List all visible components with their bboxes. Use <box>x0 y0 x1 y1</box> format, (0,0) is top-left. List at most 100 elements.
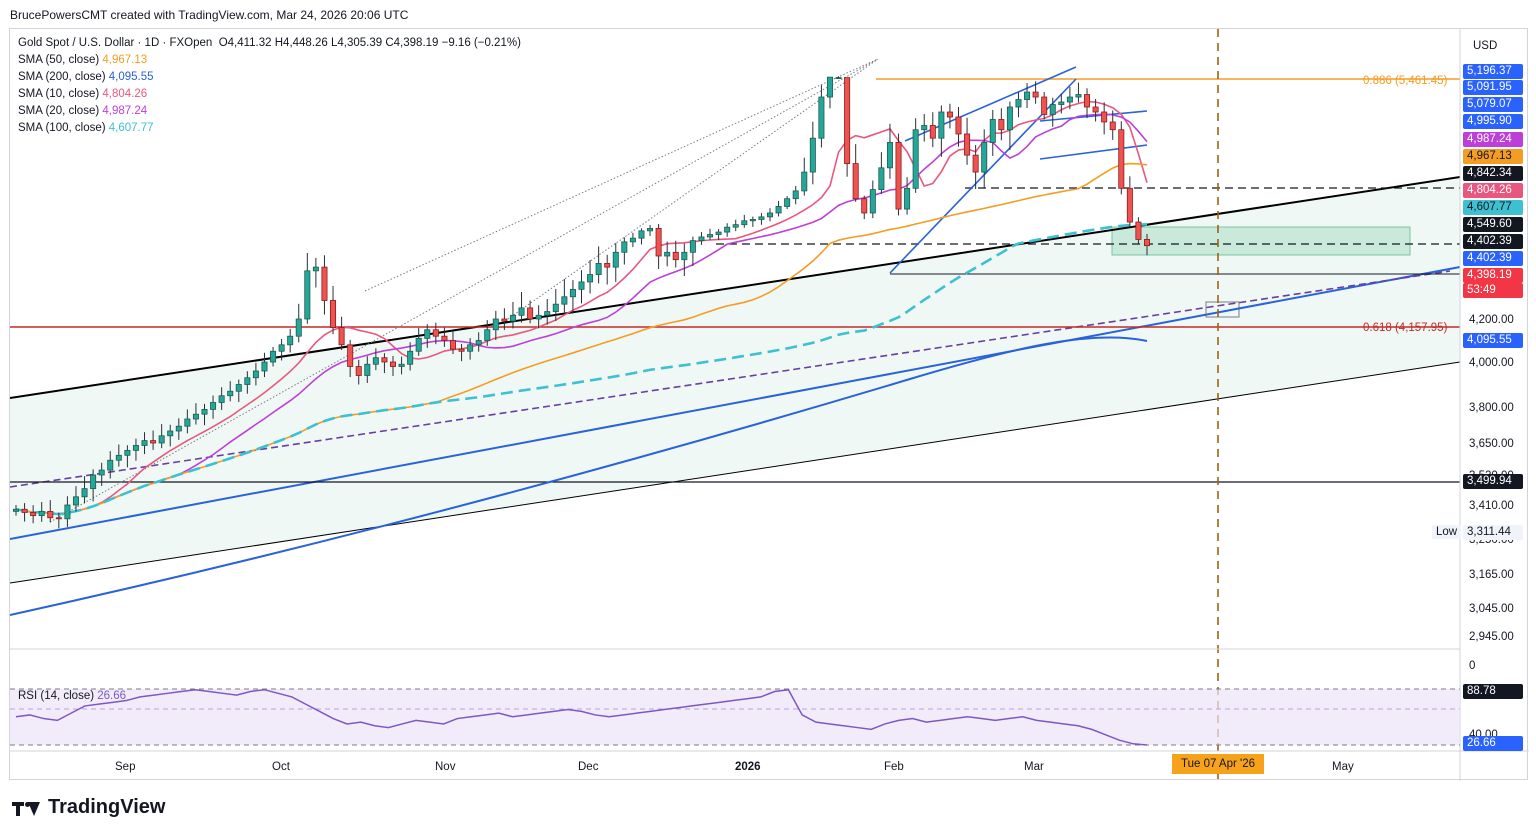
y-tick-label: 3,045.00 <box>1469 603 1514 615</box>
y-tick-label: 2,945.00 <box>1469 631 1514 643</box>
candle <box>544 311 551 316</box>
candle <box>595 263 602 275</box>
candle <box>964 133 971 156</box>
price-tag: 5,079.07 <box>1463 97 1523 112</box>
candle <box>72 496 79 506</box>
x-tick-label: 2026 <box>735 761 761 773</box>
target-date-tag: Tue 07 Apr '26 <box>1172 754 1264 774</box>
candle <box>38 510 45 517</box>
legend-item-sma[interactable]: SMA (20, close) 4,987.24 <box>18 103 521 120</box>
price-tag: 26.66 <box>1463 736 1523 751</box>
price-tag: 88.78 <box>1463 684 1523 699</box>
candle <box>1144 239 1151 247</box>
x-tick-label: Sep <box>115 761 135 773</box>
candle <box>192 413 199 420</box>
candle <box>484 329 491 341</box>
candle <box>715 231 722 235</box>
x-tick-label: Feb <box>884 761 904 773</box>
candle <box>115 454 122 461</box>
chart-frame[interactable]: 0.886 (5,461.45) 0.618 (4,157.95) 4,200.… <box>9 28 1529 781</box>
candle <box>569 288 576 298</box>
candle <box>998 119 1005 131</box>
price-tag: 3,499.94 <box>1463 474 1523 489</box>
candle <box>432 329 439 337</box>
low-marker: Low <box>1432 525 1462 539</box>
candle <box>886 142 893 169</box>
rsi-band <box>10 689 1460 745</box>
y-tick-label: 3,410.00 <box>1469 500 1514 512</box>
rsi-value: 26.66 <box>97 690 127 702</box>
candle <box>278 344 285 352</box>
candle <box>509 314 516 322</box>
candle <box>475 340 482 346</box>
candle <box>852 163 859 200</box>
legend-item-label: SMA (100, close) <box>18 122 109 134</box>
legend-item-sma[interactable]: SMA (100, close) 4,607.77 <box>18 120 521 137</box>
candle <box>235 384 242 392</box>
legend-item-sma[interactable]: SMA (10, close) 4,804.26 <box>18 86 521 103</box>
legend-item-sma[interactable]: SMA (50, close) 4,967.13 <box>18 52 521 69</box>
candle <box>13 508 19 512</box>
x-tick-label: Nov <box>435 761 456 773</box>
price-tag: 4,967.13 <box>1463 149 1523 164</box>
candle <box>929 125 936 139</box>
candle <box>261 361 268 372</box>
rsi-line <box>15 688 1148 746</box>
candlestick-chart[interactable]: 0.886 (5,461.45) 0.618 (4,157.95) 4,200.… <box>10 29 1529 781</box>
candle <box>1084 94 1091 108</box>
candle <box>681 251 688 261</box>
candle <box>55 517 62 520</box>
candle <box>672 251 679 261</box>
candle <box>1092 106 1099 113</box>
symbol-label[interactable]: Gold Spot / U.S. Dollar · 1D · FXOpen <box>18 37 213 49</box>
candle <box>304 270 311 320</box>
price-tag: 4,549.60 <box>1463 217 1523 232</box>
candle <box>141 440 148 446</box>
candle <box>535 314 542 320</box>
rsi-legend[interactable]: RSI (14, close) 26.66 <box>18 690 126 702</box>
candle <box>527 307 534 320</box>
candle <box>132 445 139 451</box>
y-tick-label: 3,165.00 <box>1469 569 1514 581</box>
tradingview-logo[interactable]: TradingView <box>12 796 165 819</box>
candle <box>955 116 962 135</box>
candle <box>98 469 105 476</box>
legend-item-label: SMA (20, close) <box>18 105 103 117</box>
candle <box>1049 104 1056 115</box>
candle <box>81 488 88 498</box>
candle <box>844 77 851 164</box>
legend-item-value: 4,967.13 <box>102 54 148 66</box>
candle <box>287 335 294 346</box>
candle <box>492 318 499 331</box>
price-tag: 4,095.55 <box>1463 333 1523 348</box>
candle <box>647 227 654 232</box>
candle <box>809 137 816 173</box>
candle <box>381 357 388 363</box>
x-tick-label: Mar <box>1024 761 1044 773</box>
candle <box>792 190 799 200</box>
candle <box>415 337 422 352</box>
candle <box>835 77 842 80</box>
candle <box>47 510 54 519</box>
candle <box>338 327 345 346</box>
candle <box>1041 96 1048 115</box>
sma-10-line <box>15 100 1148 516</box>
candle <box>1075 94 1082 98</box>
candle <box>1135 221 1142 240</box>
candle <box>107 459 114 471</box>
candles <box>13 76 1151 529</box>
candle <box>818 96 825 139</box>
candle <box>664 251 671 257</box>
candle <box>458 348 465 352</box>
candle <box>989 119 996 143</box>
rsi-tick-label: 0 <box>1469 660 1475 672</box>
candle <box>1101 111 1108 123</box>
sma-50-line <box>15 162 1148 516</box>
legend-item-sma[interactable]: SMA (200, close) 4,095.55 <box>18 69 521 86</box>
candle <box>801 171 808 192</box>
brand-name: TradingView <box>48 796 166 818</box>
price-tag: 3,311.44 <box>1463 525 1523 540</box>
legend-item-label: SMA (200, close) <box>18 71 109 83</box>
price-tag: 4,995.90 <box>1463 114 1523 129</box>
candle <box>501 318 508 322</box>
